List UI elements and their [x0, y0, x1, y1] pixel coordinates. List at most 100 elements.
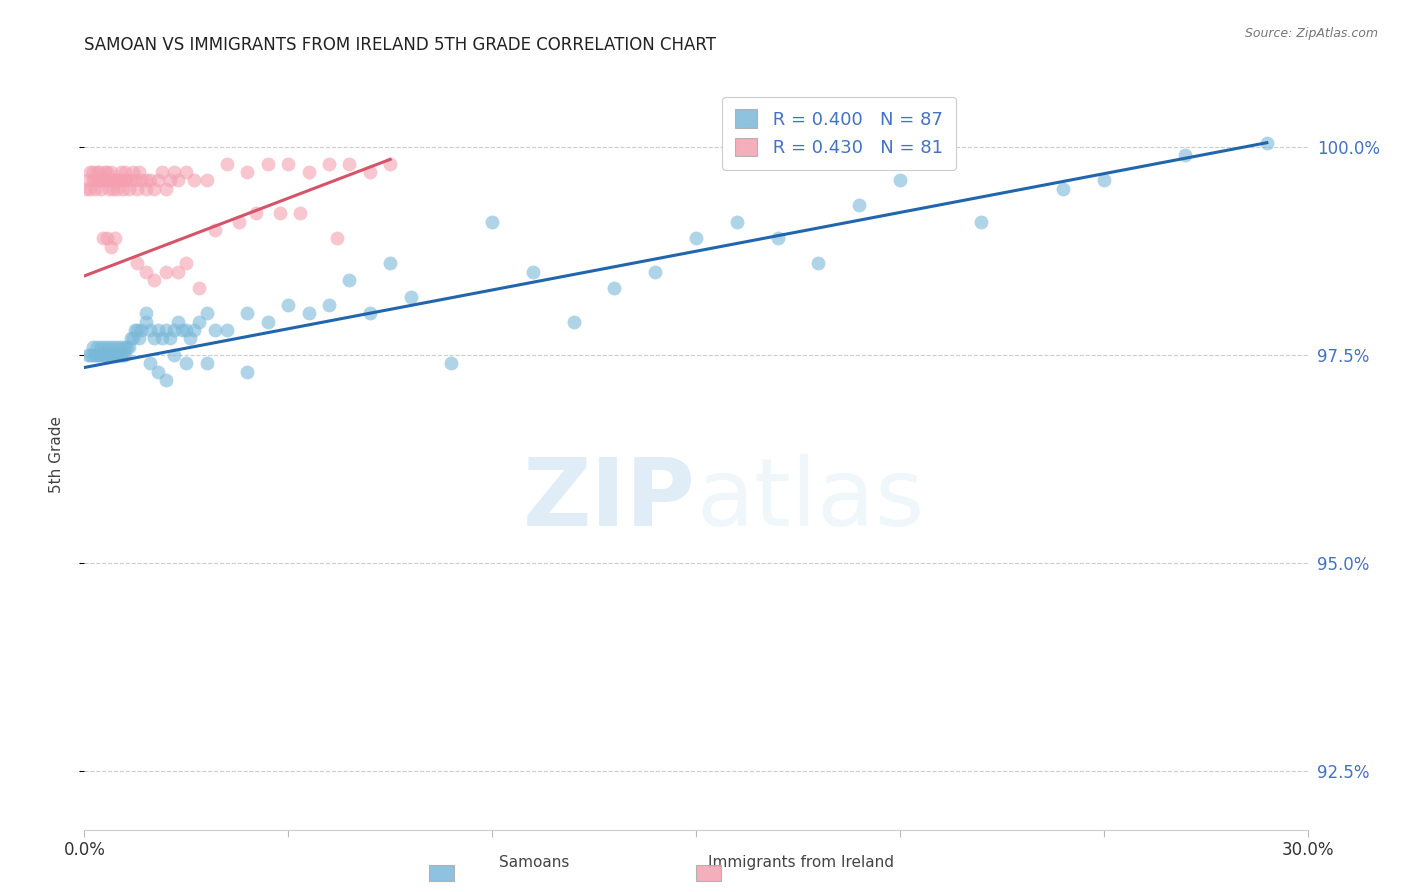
Point [155, 265, 177, 279]
Point [155, 323, 177, 337]
Point [135, 315, 157, 329]
Point [104, 348, 127, 362]
Point [204, 223, 226, 237]
Point [87, 165, 110, 179]
Point [236, 306, 259, 320]
Point [127, 323, 149, 337]
Point [142, 331, 165, 345]
Point [93, 340, 115, 354]
Point [138, 323, 160, 337]
Point [163, 323, 186, 337]
Point [101, 181, 124, 195]
Point [174, 256, 197, 270]
Point [359, 306, 381, 320]
Point [86, 340, 108, 354]
Point [97, 181, 120, 195]
Point [326, 231, 349, 245]
Point [807, 256, 830, 270]
Point [318, 156, 340, 170]
Point [339, 273, 361, 287]
Point [159, 173, 181, 187]
Point [399, 290, 422, 304]
Text: ZIP: ZIP [523, 454, 696, 546]
Point [120, 173, 142, 187]
Point [131, 173, 153, 187]
Point [146, 323, 169, 337]
Point [1092, 173, 1115, 187]
Point [155, 181, 177, 195]
Point [82, 165, 104, 179]
Point [603, 281, 626, 295]
Point [114, 348, 136, 362]
Point [135, 173, 157, 187]
Legend:  R = 0.400   N = 87,  R = 0.430   N = 81: R = 0.400 N = 87, R = 0.430 N = 81 [723, 97, 956, 169]
Point [150, 165, 173, 179]
Point [91, 173, 114, 187]
Text: Samoans: Samoans [499, 855, 569, 870]
Y-axis label: 5th Grade: 5th Grade [49, 417, 63, 493]
Point [97, 348, 120, 362]
Text: Immigrants from Ireland: Immigrants from Ireland [709, 855, 894, 870]
Point [122, 331, 145, 345]
Point [725, 215, 748, 229]
Point [174, 165, 197, 179]
Point [174, 323, 197, 337]
Point [174, 356, 197, 370]
Point [257, 156, 280, 170]
Point [114, 165, 136, 179]
Point [848, 198, 870, 212]
Point [90, 173, 112, 187]
Point [228, 215, 250, 229]
Point [122, 165, 145, 179]
Point [146, 365, 169, 379]
Point [83, 348, 105, 362]
Point [195, 306, 218, 320]
Point [183, 323, 205, 337]
Point [75, 181, 97, 195]
Point [79, 348, 101, 362]
Point [86, 348, 108, 362]
Point [83, 173, 105, 187]
Point [93, 348, 115, 362]
Point [120, 331, 142, 345]
Point [87, 173, 110, 187]
Point [150, 331, 173, 345]
Point [163, 165, 186, 179]
Point [766, 231, 789, 245]
Point [124, 323, 146, 337]
Point [110, 165, 132, 179]
Point [128, 165, 150, 179]
Point [172, 323, 194, 337]
Point [90, 348, 112, 362]
Point [87, 348, 110, 362]
Point [195, 356, 218, 370]
Point [522, 265, 544, 279]
Point [93, 173, 115, 187]
Point [245, 206, 267, 220]
Point [105, 340, 128, 354]
Point [685, 231, 707, 245]
Point [104, 231, 127, 245]
Point [97, 340, 120, 354]
Point [115, 173, 138, 187]
Point [96, 348, 118, 362]
Point [127, 256, 149, 270]
Point [82, 173, 104, 187]
Point [1052, 181, 1074, 195]
Point [91, 231, 114, 245]
Point [298, 306, 321, 320]
Point [110, 348, 132, 362]
Point [96, 231, 118, 245]
Point [644, 265, 666, 279]
Point [114, 173, 136, 187]
Point [108, 348, 131, 362]
Point [138, 173, 160, 187]
Point [100, 165, 122, 179]
Point [79, 181, 101, 195]
Point [142, 273, 165, 287]
Point [90, 340, 112, 354]
Point [889, 173, 911, 187]
Point [179, 331, 201, 345]
Point [110, 173, 132, 187]
Point [86, 165, 108, 179]
